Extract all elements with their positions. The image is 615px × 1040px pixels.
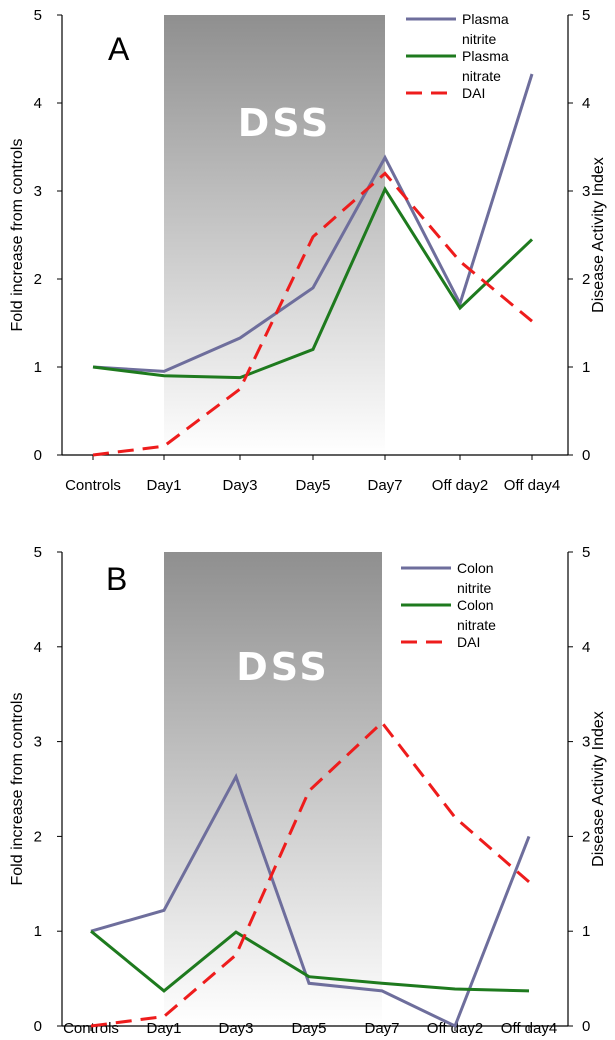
panel-a-legend-label-plasma-nitrite: nitrite [462,31,496,47]
panel-a-dss-region [164,15,385,455]
panel-a-y2-axis-title: Disease Activity Index [590,157,607,313]
panel-a-xtick-label: Off day4 [504,477,560,494]
panel-a-letter: A [108,31,130,67]
panel-b-ytick-left: 1 [34,923,42,940]
panel-b-ytick-right: 3 [582,734,590,751]
panel-a-xtick-label: Off day2 [432,477,488,494]
panel-b-ytick-left: 4 [34,639,42,656]
panel-a-legend-label-plasma-nitrate: nitrate [462,68,501,84]
panel-b-legend-label-dai: DAI [457,634,480,650]
panel-a-y-axis-title: Fold increase from controls [9,139,26,332]
panel-b-letter: B [106,561,127,597]
panel-b-xtick-label: Day3 [218,1020,253,1037]
panel-a-series-dai [92,171,533,457]
panel-b-xtick-label: Day1 [146,1020,181,1037]
panel-b-legend-label-colon-nitrate: Colon [457,597,494,613]
panel-b-legend-label-colon-nitrate: nitrate [457,617,496,633]
panel-a-xtick-label: Day7 [367,477,402,494]
panel-a-ytick-left: 4 [34,95,42,112]
panel-a-series-plasma-nitrite [92,73,534,373]
panel-b-ytick-left: 5 [34,544,42,561]
panel-b-series-colon-nitrate [90,930,530,993]
panel-b-ytick-right: 1 [582,923,590,940]
panel-a-ytick-left: 3 [34,183,42,200]
panel-a-ytick-left: 0 [34,447,42,464]
panel-a-ytick-right: 4 [582,95,590,112]
panel-b-series-colon-nitrite [90,773,531,1029]
panel-b-xtick-label: Day5 [291,1020,326,1037]
panel-a-xtick-label: Controls [65,477,121,494]
panel-b-y2-axis-title: Disease Activity Index [590,711,607,867]
panel-a-ytick-right: 2 [582,271,590,288]
panel-a-dss-label: DSS [238,101,332,145]
panel-b-ytick-left: 3 [34,734,42,751]
panel-b-legend-label-colon-nitrite: Colon [457,560,494,576]
panel-a-xtick-label: Day5 [295,477,330,494]
panel-b-ytick-left: 0 [34,1018,42,1035]
panel-b-ytick-right: 4 [582,639,590,656]
panel-a-ytick-right: 3 [582,183,590,200]
panel-b-y-axis-title: Fold increase from controls [9,693,26,886]
panel-b-ytick-right: 0 [582,1018,590,1035]
panel-a-legend-label-plasma-nitrite: Plasma [462,11,509,27]
panel-a-ytick-right: 0 [582,447,590,464]
panel-a-series-plasma-nitrate [92,186,534,380]
panel-a-ytick-left: 2 [34,271,42,288]
panel-b-xtick-label: Off day4 [501,1020,557,1037]
panel-b-dss-region [164,552,382,1026]
panel-a-ytick-right: 5 [582,7,590,24]
panel-b-xtick-label: Controls [63,1020,119,1037]
panel-a-ytick-left: 1 [34,359,42,376]
panel-a-legend-label-dai: DAI [462,85,485,101]
panel-b-ytick-right: 2 [582,828,590,845]
panel-b-legend-label-colon-nitrite: nitrite [457,580,491,596]
panel-a-legend-label-plasma-nitrate: Plasma [462,48,509,64]
panel-a-ytick-right: 1 [582,359,590,376]
panel-a-xtick-label: Day3 [222,477,257,494]
panel-b-dss-label: DSS [236,645,330,689]
panel-a-ytick-left: 5 [34,7,42,24]
panel-b-ytick-right: 5 [582,544,590,561]
panel-a-xtick-label: Day1 [146,477,181,494]
panel-b-xtick-label: Day7 [364,1020,399,1037]
panel-b-ytick-left: 2 [34,828,42,845]
panel-b-xtick-label: Off day2 [427,1020,483,1037]
